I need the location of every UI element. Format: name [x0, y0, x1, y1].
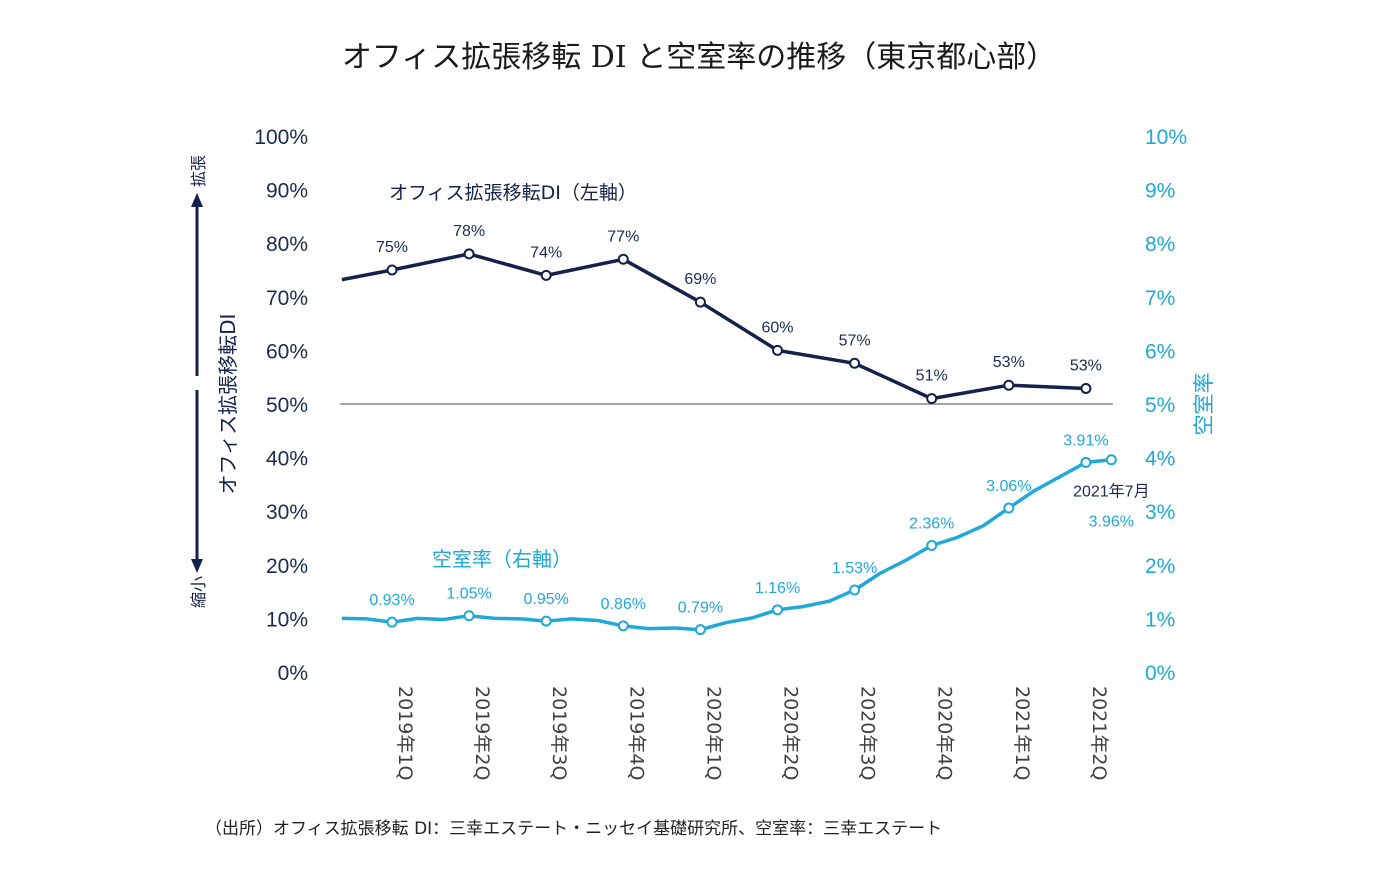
x-axis-categories: 2019年1Q 2019年2Q 2019年3Q 2019年4Q 2020年1Q 2020年… [394, 686, 1110, 780]
di-series-marker [1080, 382, 1092, 394]
di-series: 75% 78% 74% 77% 69% 60% 57% 51% 53% 53% [341, 223, 1102, 405]
source-note: （出所）オフィス拡張移転 DI：三幸エステート・ニッセイ基礎研究所、空室率：三幸… [205, 819, 942, 839]
vac-series-marker [1003, 502, 1015, 514]
vacancy-data-label: 0.93% [369, 592, 414, 609]
x-category-label: 2020年4Q [934, 686, 956, 780]
left-tick-label: 90% [266, 180, 308, 203]
expand-label: 拡張 [189, 155, 208, 187]
di-series-marker [772, 344, 783, 356]
vacancy-series: 0.93% 1.05% 0.95% 0.86% 0.79% 1.16% 1.53% 2.36%… [341, 432, 1150, 636]
di-data-label: 78% [453, 223, 485, 240]
di-series-marker [694, 296, 706, 308]
arrow-up-icon [191, 193, 203, 207]
left-tick-label: 40% [266, 448, 308, 471]
vac-series-marker [849, 584, 861, 596]
vac-series-marker [540, 615, 552, 627]
di-data-label: 69% [684, 271, 716, 288]
left-tick-label: 20% [266, 555, 308, 578]
left-tick-label: 50% [266, 394, 308, 417]
right-tick-label: 7% [1145, 287, 1175, 310]
vacancy-data-label: 2.36% [909, 516, 954, 533]
x-category-label: 2019年2Q [471, 686, 493, 780]
x-category-label: 2020年2Q [780, 686, 802, 780]
di-series-name: オフィス拡張移転DI（左軸） [389, 182, 637, 204]
di-data-label: 53% [1070, 357, 1102, 374]
left-tick-label: 70% [266, 287, 308, 310]
right-tick-label: 1% [1145, 608, 1175, 631]
x-category-label: 2020年1Q [702, 686, 724, 780]
vacancy-data-label: 1.53% [832, 560, 877, 577]
vac-series-marker [1080, 456, 1092, 468]
left-tick-label: 100% [254, 126, 308, 149]
right-tick-label: 10% [1145, 126, 1187, 149]
di-data-label: 77% [607, 228, 639, 245]
di-series-marker [617, 253, 629, 265]
x-category-label: 2019年4Q [625, 686, 647, 780]
right-tick-label: 9% [1145, 180, 1175, 203]
di-data-label: 75% [376, 239, 408, 256]
di-data-label: 57% [839, 332, 871, 349]
di-data-label: 51% [916, 368, 948, 385]
right-tick-label: 8% [1145, 233, 1175, 256]
left-axis-ticks: 0% 10% 20% 30% 40% 50% 60% 70% 80% 90% 100% [254, 126, 308, 685]
chart-title: オフィス拡張移転 DI と空室率の推移（東京都心部） [342, 40, 1056, 75]
x-category-label: 2021年1Q [1011, 686, 1033, 780]
vacancy-data-label: 1.16% [755, 580, 800, 597]
left-tick-label: 80% [266, 233, 308, 256]
right-tick-label: 4% [1145, 448, 1175, 471]
di-series-marker [386, 264, 398, 276]
left-tick-label: 0% [278, 662, 308, 685]
di-data-label: 60% [761, 319, 793, 336]
x-category-label: 2019年3Q [548, 686, 570, 780]
right-tick-label: 3% [1145, 501, 1175, 524]
vacancy-data-label: 0.86% [601, 596, 646, 613]
right-tick-label: 6% [1145, 340, 1175, 363]
right-tick-label: 5% [1145, 394, 1175, 417]
vacancy-data-label: 3.06% [986, 478, 1031, 495]
vac-series-marker [1105, 454, 1117, 466]
di-series-marker [1003, 379, 1015, 391]
di-series-marker [540, 269, 552, 281]
right-axis-title: 空室率 [1192, 373, 1216, 436]
vac-series-marker [926, 540, 938, 552]
vacancy-data-label: 1.05% [446, 586, 491, 603]
x-category-label: 2020年3Q [857, 686, 879, 780]
x-category-label: 2019年1Q [394, 686, 416, 780]
vac-series-marker [694, 624, 706, 636]
left-tick-label: 30% [266, 501, 308, 524]
left-tick-label: 10% [266, 608, 308, 631]
x-category-label: 2021年2Q [1088, 686, 1110, 780]
right-tick-label: 2% [1145, 555, 1175, 578]
vacancy-data-label: 0.95% [524, 591, 569, 608]
di-data-label: 74% [530, 244, 562, 261]
arrow-down-icon [191, 559, 203, 573]
di-series-marker [849, 357, 861, 369]
vacancy-data-label: 3.91% [1063, 432, 1108, 449]
vac-series-marker [772, 604, 783, 616]
vac-series-marker [463, 610, 475, 622]
vacancy-note-label: 2021年7月 [1073, 483, 1150, 501]
vac-series-marker [617, 620, 629, 632]
vacancy-series-name: 空室率（右軸） [432, 547, 572, 571]
vacancy-data-label: 3.96% [1089, 514, 1134, 531]
di-data-label: 53% [993, 354, 1025, 371]
right-tick-label: 0% [1145, 662, 1175, 685]
vacancy-data-label: 0.79% [678, 600, 723, 617]
di-series-marker [463, 248, 475, 260]
right-axis-ticks: 0% 1% 2% 3% 4% 5% 6% 7% 8% 9% 10% [1145, 126, 1187, 685]
left-tick-label: 60% [266, 340, 308, 363]
vac-series-marker [386, 616, 398, 628]
left-axis-title: オフィス拡張移転DI [216, 314, 240, 495]
di-series-marker [926, 393, 938, 405]
shrink-label: 縮小 [189, 576, 208, 608]
